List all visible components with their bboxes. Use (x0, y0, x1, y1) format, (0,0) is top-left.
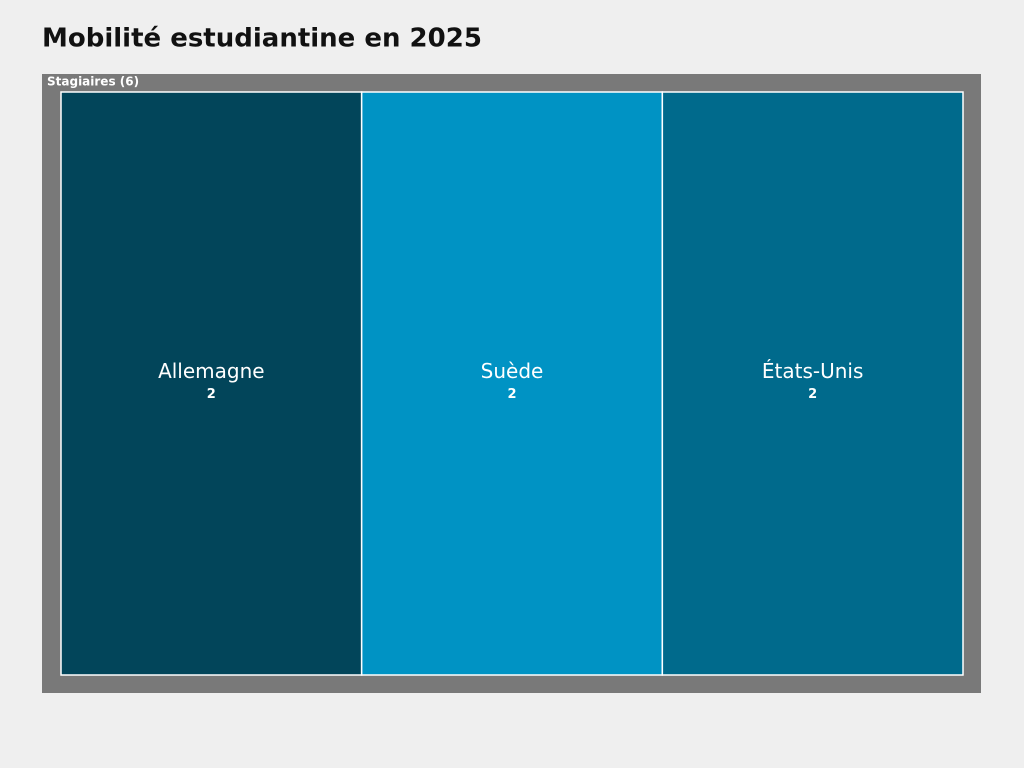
chart-title: Mobilité estudiantine en 2025 (42, 24, 482, 54)
tile (60, 91, 363, 676)
tile (360, 91, 664, 676)
tile-value: 2 (207, 387, 216, 402)
tile-value: 2 (507, 387, 516, 402)
tile-value: 2 (808, 387, 817, 402)
tile (661, 91, 964, 676)
tile-label: États-Unis (762, 359, 864, 383)
tile-label: Allemagne (158, 359, 265, 383)
group-label: Stagiaires (6) (47, 75, 139, 89)
tile-label: Suède (481, 359, 544, 383)
